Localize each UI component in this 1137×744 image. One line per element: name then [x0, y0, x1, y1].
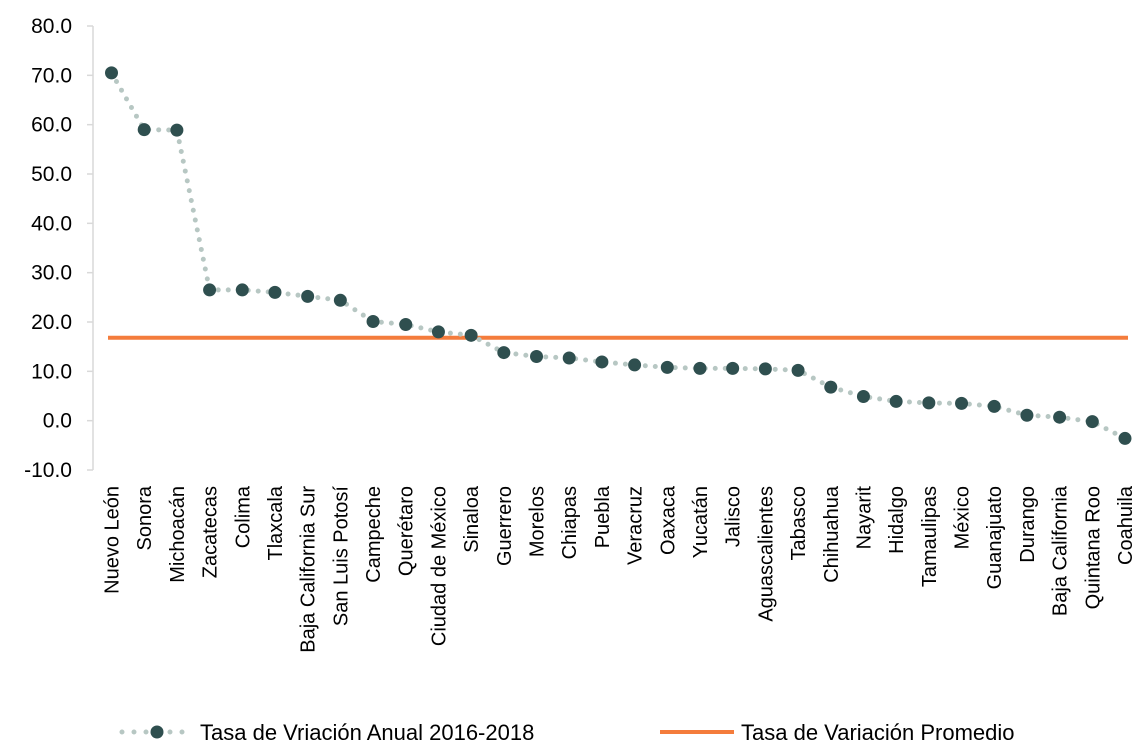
data-point — [758, 362, 772, 376]
x-category-label: Nuevo León — [102, 486, 124, 594]
y-tick-label: 60.0 — [31, 114, 72, 137]
x-category-label: Hidalgo — [886, 486, 908, 554]
data-point — [922, 396, 936, 410]
series-line — [109, 70, 1128, 441]
data-point — [660, 360, 674, 374]
x-category-label: Quintana Roo — [1082, 486, 1104, 609]
data-point — [1085, 415, 1099, 429]
data-point — [301, 289, 315, 303]
x-category-label: Tamaulipas — [919, 486, 941, 587]
y-tick-label: 20.0 — [31, 311, 72, 334]
y-axis: -10.0 0.0 10.0 20.0 30.0 40.0 50.0 60.0 70.0 80.0 — [24, 15, 94, 482]
x-category-label: Guerrero — [494, 486, 516, 566]
x-category-label: Oaxaca — [657, 485, 679, 555]
x-category-label: Baja California Sur — [298, 486, 320, 653]
x-category-label: Baja California — [1050, 485, 1072, 616]
data-point — [1118, 431, 1132, 445]
data-point — [464, 328, 478, 342]
data-point — [726, 361, 740, 375]
data-point — [824, 380, 838, 394]
x-category-label: Aguascalientes — [755, 486, 777, 622]
x-category-label: Chiapas — [559, 486, 581, 559]
data-point — [595, 355, 609, 369]
data-point — [693, 361, 707, 375]
y-tick-label: 80.0 — [31, 15, 72, 38]
data-point — [562, 351, 576, 365]
y-tick-label: -10.0 — [24, 459, 72, 482]
data-point — [170, 123, 184, 137]
y-tick-label: 30.0 — [31, 262, 72, 285]
data-point — [105, 66, 118, 80]
data-point — [431, 325, 445, 339]
legend: Tasa de Vriación Anual 2016-2018 Tasa de… — [119, 720, 1015, 744]
x-category-label: Nayarit — [853, 486, 875, 550]
data-point — [333, 293, 347, 307]
series-layer — [105, 66, 1132, 445]
x-category-label: Tlaxcala — [265, 485, 287, 560]
y-tick-label: 50.0 — [31, 163, 72, 186]
x-category-label: Colima — [232, 485, 254, 548]
x-category-label: Chihuahua — [821, 485, 843, 583]
data-point — [889, 394, 903, 408]
legend-series-marker — [150, 725, 164, 739]
x-category-label: Guanajuato — [984, 486, 1006, 589]
data-point — [856, 389, 870, 403]
data-point — [791, 363, 805, 377]
x-category-label: Jalisco — [723, 486, 745, 547]
data-point — [268, 285, 282, 299]
y-tick-label: 0.0 — [43, 410, 72, 433]
data-point — [203, 283, 217, 297]
legend-series-label: Tasa de Vriación Anual 2016-2018 — [200, 720, 534, 744]
x-category-label: México — [952, 486, 974, 549]
y-tick-label: 10.0 — [31, 360, 72, 383]
data-point — [137, 123, 151, 137]
data-point — [399, 317, 413, 331]
x-category-label: Querétaro — [396, 486, 418, 576]
data-point — [1053, 410, 1067, 424]
x-category-label: Puebla — [592, 485, 614, 548]
data-point — [1020, 408, 1034, 422]
x-category-label: Coahuila — [1115, 485, 1137, 565]
y-tick-label: 40.0 — [31, 212, 72, 235]
x-category-label: Yucatán — [690, 486, 712, 558]
x-category-label: Veracruz — [625, 486, 647, 565]
data-point — [366, 315, 380, 329]
x-category-label: Campeche — [363, 486, 385, 583]
x-category-label: San Luis Potosí — [330, 486, 352, 627]
legend-average-label: Tasa de Variación Promedio — [741, 720, 1015, 744]
x-axis-labels: Nuevo León Sonora Michoacán Zacatecas Colima… — [102, 485, 1137, 653]
x-category-label: Morelos — [527, 486, 549, 557]
x-category-label: Durango — [1017, 486, 1039, 563]
x-category-label: Sinaloa — [461, 485, 483, 553]
data-point — [530, 350, 544, 364]
data-point — [987, 399, 1001, 413]
data-point — [235, 283, 249, 297]
x-category-label: Michoacán — [167, 486, 189, 583]
x-category-label: Zacatecas — [200, 486, 222, 578]
data-point — [955, 396, 969, 410]
data-point — [628, 358, 642, 372]
y-tick-label: 70.0 — [31, 64, 72, 87]
x-category-label: Tabasco — [788, 486, 810, 561]
x-category-label: Sonora — [134, 485, 156, 550]
x-category-label: Ciudad de México — [428, 486, 450, 646]
data-point — [497, 346, 511, 360]
